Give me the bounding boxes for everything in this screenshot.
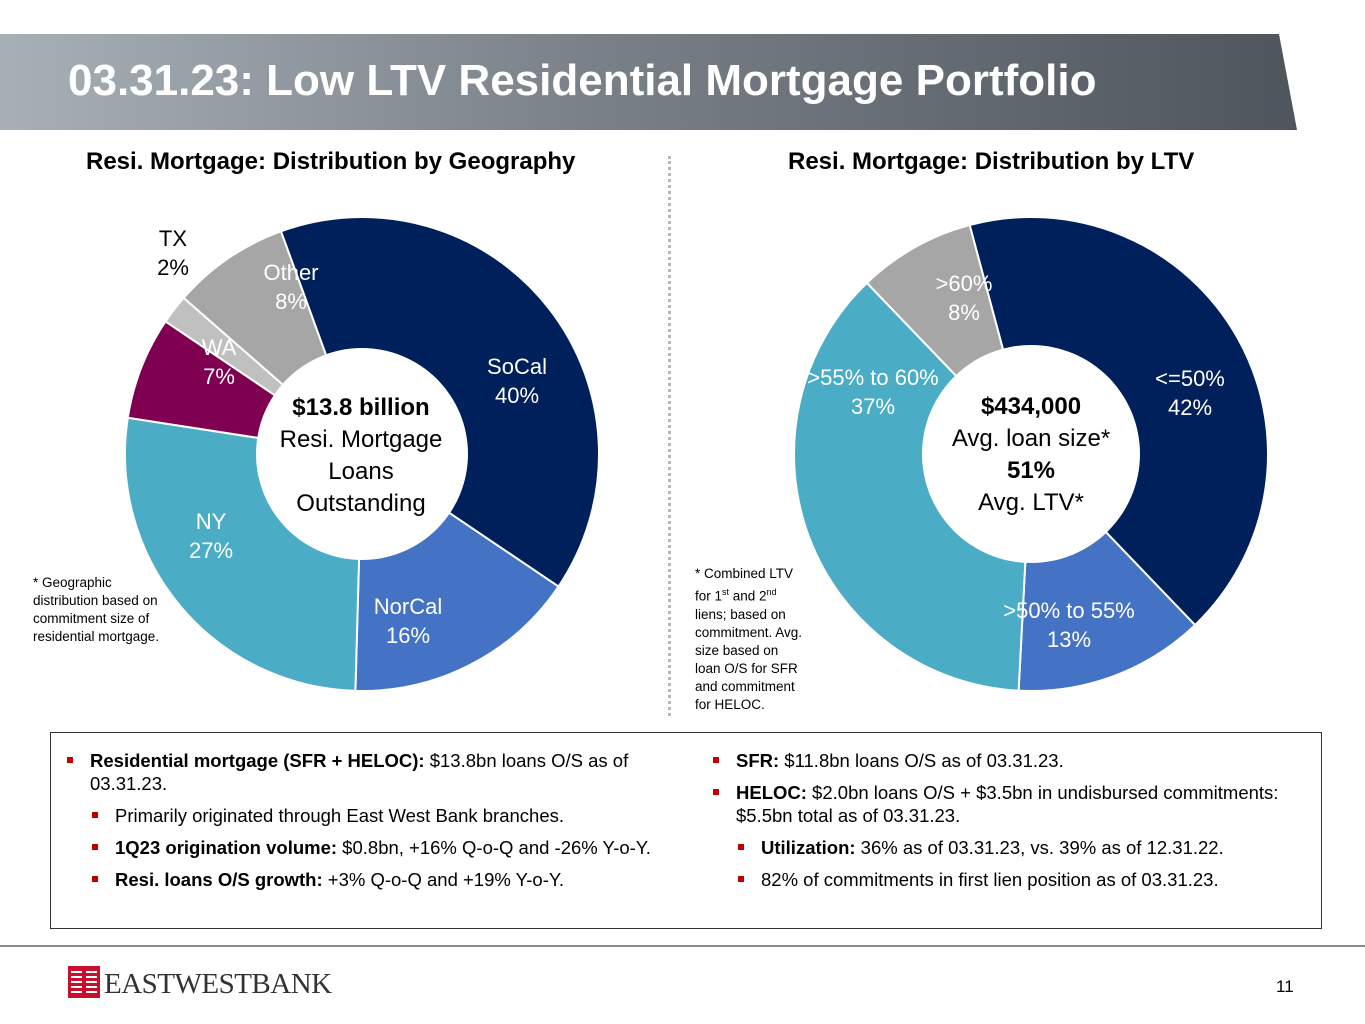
sub-bullet-item: 82% of commitments in first lien positio…	[736, 868, 1311, 891]
slice-label-other: Other 8%	[263, 260, 319, 314]
donut-hole	[256, 348, 468, 560]
summary-box: Residential mortgage (SFR + HELOC): $13.…	[50, 732, 1322, 929]
slice-label-ny: NY 27%	[188, 509, 234, 563]
bank-logo-text: EASTWESTBANK	[104, 968, 332, 1000]
column-divider	[668, 156, 671, 716]
slice-label-50to55: >50% to 55% 13%	[1003, 598, 1135, 652]
bullet-item: SFR: $11.8bn loans O/S as of 03.31.23.	[711, 749, 1311, 772]
right-bullets: SFR: $11.8bn loans O/S as of 03.31.23. H…	[711, 749, 1311, 900]
sub-bullet-item: 1Q23 origination volume: $0.8bn, +16% Q-…	[90, 836, 655, 859]
bank-logo-icon	[68, 966, 100, 998]
ltv-center-text: $434,000 Avg. loan size* 51% Avg. LTV*	[951, 393, 1111, 516]
bullet-item: Residential mortgage (SFR + HELOC): $13.…	[65, 749, 655, 795]
ltv-chart-title: Resi. Mortgage: Distribution by LTV	[788, 148, 1195, 175]
geography-pie	[124, 216, 600, 692]
geography-chart-title: Resi. Mortgage: Distribution by Geograph…	[86, 148, 576, 175]
slice-label-norcal: NorCal 16%	[373, 594, 443, 648]
pie-slice-55-to-60	[793, 281, 1033, 692]
slice-label-gt60: >60% 8%	[935, 271, 993, 325]
geography-footnote: * Geographic distribution based on commi…	[33, 575, 160, 644]
geography-center-text: $13.8 billion Resi. Mortgage Loans Outst…	[279, 394, 443, 517]
slice-label-55to60: >55% to 60% 37%	[807, 365, 939, 419]
left-bullets: Residential mortgage (SFR + HELOC): $13.…	[65, 749, 655, 900]
sub-bullet-item: Utilization: 36% as of 03.31.23, vs. 39%…	[736, 836, 1311, 859]
page-title: 03.31.23: Low LTV Residential Mortgage P…	[68, 56, 1097, 105]
slice-label-wa: WA 7%	[201, 335, 237, 389]
donut-hole	[922, 345, 1140, 563]
slice-label-le50: <=50% 42%	[1155, 366, 1225, 420]
bullet-item: HELOC: $2.0bn loans O/S + $3.5bn in undi…	[711, 781, 1311, 827]
sub-bullet-item: Primarily originated through East West B…	[90, 804, 655, 827]
sub-bullet-item: Resi. loans O/S growth: +3% Q-o-Q and +1…	[90, 868, 655, 891]
slice-label-tx: TX 2%	[157, 226, 189, 280]
page-number: 11	[1276, 977, 1294, 996]
footer-divider	[0, 945, 1365, 947]
ltv-footnote: * Combined LTV for 1st and 2nd liens; ba…	[695, 566, 803, 712]
title-bar	[0, 34, 1297, 130]
slice-label-socal: SoCal 40%	[487, 354, 547, 408]
ltv-pie	[793, 216, 1270, 692]
